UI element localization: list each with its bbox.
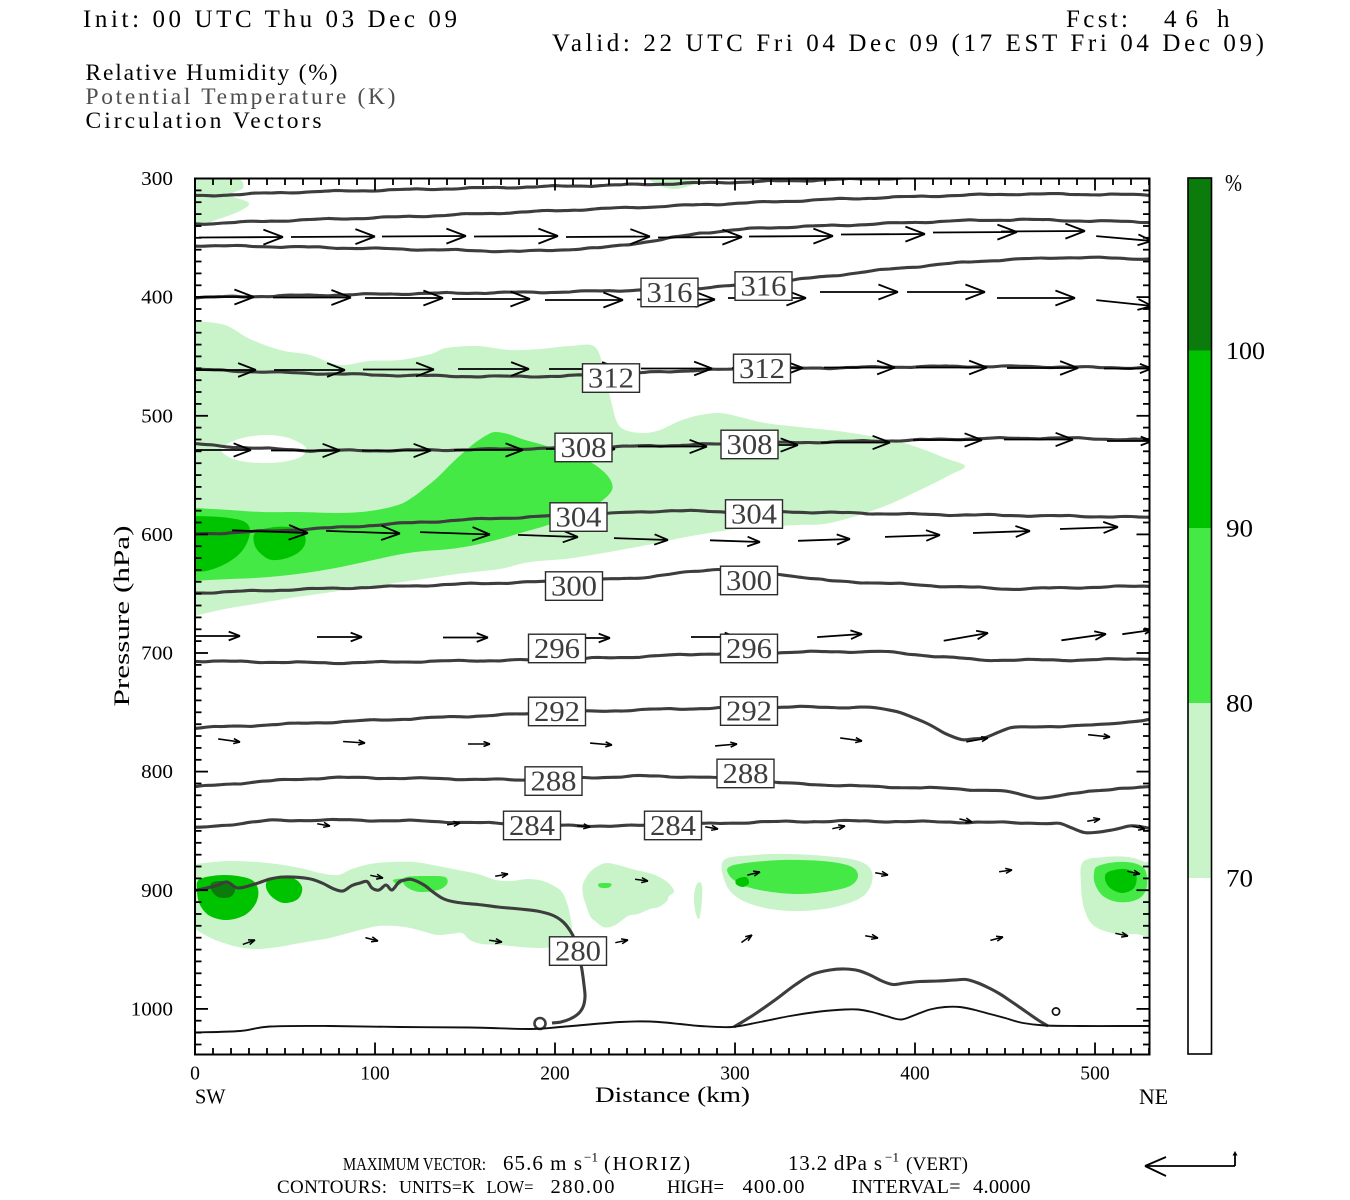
svg-text:4.0000: 4.0000 xyxy=(973,1176,1031,1198)
svg-text:Potential Temperature (K): Potential Temperature (K) xyxy=(86,84,396,110)
svg-text:INTERVAL=: INTERVAL= xyxy=(852,1176,961,1198)
svg-text:304: 304 xyxy=(556,502,603,534)
svg-text:500: 500 xyxy=(1080,1063,1109,1085)
svg-text:316: 316 xyxy=(647,277,693,309)
svg-text:SW: SW xyxy=(195,1085,226,1109)
svg-text:(VERT): (VERT) xyxy=(906,1154,968,1175)
svg-text:308: 308 xyxy=(727,429,773,461)
svg-text:296: 296 xyxy=(534,633,580,665)
svg-text:304: 304 xyxy=(731,499,778,531)
svg-text:0: 0 xyxy=(190,1063,200,1085)
svg-text:LOW=: LOW= xyxy=(487,1177,534,1197)
svg-text:80: 80 xyxy=(1226,691,1253,718)
svg-text:296: 296 xyxy=(726,633,772,665)
svg-text:284: 284 xyxy=(509,810,556,842)
svg-text:400: 400 xyxy=(141,287,173,309)
svg-text:312: 312 xyxy=(739,353,785,385)
svg-text:UNITS=K: UNITS=K xyxy=(399,1177,475,1197)
svg-text:13.2 dPa s: 13.2 dPa s xyxy=(788,1151,882,1175)
svg-text:−1: −1 xyxy=(584,1150,598,1165)
svg-text:292: 292 xyxy=(534,696,580,728)
svg-text:400.00: 400.00 xyxy=(743,1176,805,1198)
svg-text:300: 300 xyxy=(551,571,597,603)
svg-text:1000: 1000 xyxy=(131,999,173,1021)
svg-text:−1: −1 xyxy=(885,1150,899,1165)
svg-text:308: 308 xyxy=(561,432,607,464)
svg-text:(HORIZ): (HORIZ) xyxy=(604,1153,690,1175)
svg-text:Circulation Vectors: Circulation Vectors xyxy=(86,108,322,134)
svg-text:900: 900 xyxy=(141,880,173,902)
svg-text:292: 292 xyxy=(726,696,772,728)
svg-text:800: 800 xyxy=(141,761,173,783)
svg-text:MAXIMUM VECTOR:: MAXIMUM VECTOR: xyxy=(343,1154,486,1174)
svg-text:HIGH=: HIGH= xyxy=(667,1178,724,1198)
svg-text:280.00: 280.00 xyxy=(551,1176,615,1198)
svg-text:600: 600 xyxy=(141,524,173,546)
svg-text:400: 400 xyxy=(900,1063,929,1085)
svg-text:100: 100 xyxy=(1226,338,1265,365)
svg-text:300: 300 xyxy=(726,565,772,597)
svg-text:312: 312 xyxy=(588,363,634,395)
svg-text:Fcst:: Fcst: xyxy=(1066,6,1128,33)
svg-text:CONTOURS:: CONTOURS: xyxy=(277,1177,387,1198)
svg-text:288: 288 xyxy=(531,766,577,798)
svg-text:300: 300 xyxy=(720,1063,749,1085)
svg-text:h: h xyxy=(1217,6,1230,33)
svg-text:288: 288 xyxy=(723,758,769,790)
svg-text:70: 70 xyxy=(1226,866,1253,893)
svg-text:Pressure (hPa): Pressure (hPa) xyxy=(109,526,134,707)
svg-text:100: 100 xyxy=(360,1063,389,1085)
svg-text:90: 90 xyxy=(1226,516,1253,543)
svg-text:%: % xyxy=(1225,171,1242,197)
svg-text:316: 316 xyxy=(741,271,787,303)
svg-text:500: 500 xyxy=(141,405,173,427)
svg-text:NE: NE xyxy=(1139,1084,1168,1109)
svg-text:65.6 m s: 65.6 m s xyxy=(503,1151,582,1175)
svg-text:284: 284 xyxy=(650,810,697,842)
svg-text:Relative Humidity (%): Relative Humidity (%) xyxy=(86,60,338,86)
svg-text:280: 280 xyxy=(555,936,601,968)
svg-text:200: 200 xyxy=(540,1063,569,1085)
svg-text:700: 700 xyxy=(141,643,173,665)
svg-text:Distance (km): Distance (km) xyxy=(595,1082,750,1107)
svg-text:Init: 00 UTC Thu 03 Dec 09: Init: 00 UTC Thu 03 Dec 09 xyxy=(83,6,457,33)
svg-text:300: 300 xyxy=(141,168,173,190)
